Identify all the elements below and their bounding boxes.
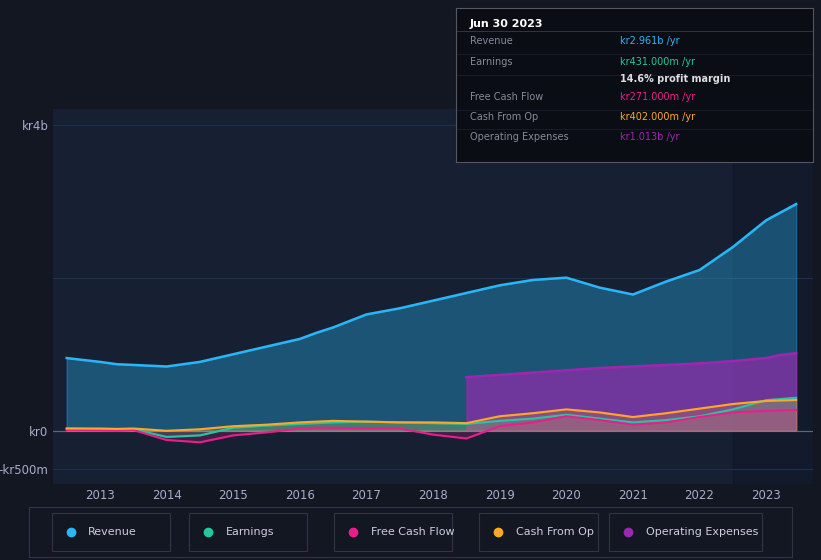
Text: Earnings: Earnings xyxy=(470,57,512,67)
Text: Free Cash Flow: Free Cash Flow xyxy=(470,92,544,102)
Text: Operating Expenses: Operating Expenses xyxy=(645,527,758,537)
Text: kr271.000m /yr: kr271.000m /yr xyxy=(620,92,695,102)
Text: Free Cash Flow: Free Cash Flow xyxy=(371,527,454,537)
Text: Cash From Op: Cash From Op xyxy=(470,111,539,122)
Text: Operating Expenses: Operating Expenses xyxy=(470,132,569,142)
Text: kr1.013b /yr: kr1.013b /yr xyxy=(620,132,680,142)
Text: Revenue: Revenue xyxy=(89,527,137,537)
Text: kr2.961b /yr: kr2.961b /yr xyxy=(620,36,680,46)
Text: Revenue: Revenue xyxy=(470,36,512,46)
Text: Jun 30 2023: Jun 30 2023 xyxy=(470,19,544,29)
Text: 14.6% profit margin: 14.6% profit margin xyxy=(620,74,731,84)
Text: kr402.000m /yr: kr402.000m /yr xyxy=(620,111,695,122)
Text: kr431.000m /yr: kr431.000m /yr xyxy=(620,57,695,67)
Bar xyxy=(733,109,813,484)
Text: Cash From Op: Cash From Op xyxy=(516,527,594,537)
Text: Earnings: Earnings xyxy=(226,527,274,537)
